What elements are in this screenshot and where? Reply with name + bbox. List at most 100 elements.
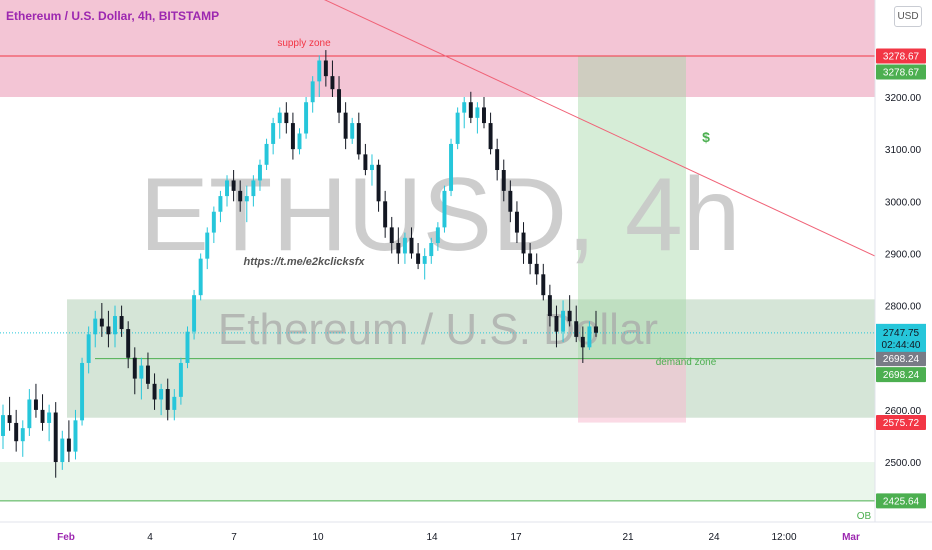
candle xyxy=(547,284,552,327)
price-tag: 2425.64 xyxy=(876,493,926,509)
price-tag-text: 2575.72 xyxy=(883,418,920,429)
candle-body xyxy=(409,237,414,254)
candle-body xyxy=(40,409,45,423)
x-tick-label: 14 xyxy=(426,532,438,543)
candle xyxy=(264,138,269,171)
candle xyxy=(231,170,236,202)
candle xyxy=(53,402,58,478)
candle xyxy=(277,107,282,139)
y-tick-label: 2600.00 xyxy=(885,406,922,417)
candle xyxy=(185,326,190,369)
candles-layer xyxy=(1,50,598,478)
candle xyxy=(534,253,539,285)
candle-body xyxy=(86,334,91,363)
current-price-bg xyxy=(876,323,926,352)
price-tag-text: 2698.24 xyxy=(883,370,920,381)
candle xyxy=(40,394,45,431)
candle-body xyxy=(580,336,585,348)
candle-body xyxy=(429,243,434,257)
candle-body xyxy=(528,253,533,264)
candle xyxy=(244,185,249,223)
candle-body xyxy=(244,196,249,202)
candle xyxy=(238,180,243,212)
candle-body xyxy=(323,60,328,77)
candle xyxy=(113,305,117,348)
candle-body xyxy=(178,362,183,397)
candle-body xyxy=(594,326,598,333)
candle-body xyxy=(330,76,335,90)
watermark-symbol: ETHUSD, 4h xyxy=(139,157,740,273)
candle xyxy=(429,237,434,264)
candle xyxy=(402,232,407,264)
y-tick-label: 3200.00 xyxy=(885,93,922,104)
candle-body xyxy=(93,318,98,335)
candle xyxy=(132,347,137,395)
candle xyxy=(580,326,585,363)
candle xyxy=(521,222,526,264)
candle xyxy=(119,305,124,337)
candle xyxy=(86,326,91,374)
candle xyxy=(455,107,460,150)
candle-body xyxy=(7,415,12,423)
candle-body xyxy=(356,123,361,155)
candle xyxy=(370,154,374,186)
candle xyxy=(449,138,454,197)
x-tick-label: 17 xyxy=(510,532,522,543)
current-price-text: 2747.75 xyxy=(883,328,920,339)
x-tick-label: 24 xyxy=(708,532,720,543)
x-tick-label: 12:00 xyxy=(771,532,796,543)
watermark-link[interactable]: https://t.me/e2kclicksfx xyxy=(243,256,365,268)
price-tag-bg xyxy=(876,415,926,431)
candle xyxy=(218,190,223,223)
candle xyxy=(126,321,131,369)
dollar-sign-icon: $ xyxy=(702,129,710,145)
candle-body xyxy=(488,123,493,150)
price-tag-text: 2698.24 xyxy=(883,354,920,365)
candle xyxy=(409,227,414,259)
price-tag-bg xyxy=(876,351,926,367)
candle-body xyxy=(574,321,579,337)
candle xyxy=(159,383,164,416)
candle xyxy=(211,206,216,244)
candle-body xyxy=(567,310,572,322)
candle-body xyxy=(402,237,407,254)
price-tag-bg xyxy=(876,367,926,383)
candle xyxy=(561,300,566,343)
chart-title: Ethereum / U.S. Dollar, 4h, BITSTAMP xyxy=(6,9,220,23)
x-tick-label: Feb xyxy=(57,532,75,543)
candle xyxy=(225,175,229,207)
candle xyxy=(383,190,388,238)
candle-body xyxy=(554,316,559,332)
candle-body xyxy=(53,412,58,463)
candle-body xyxy=(192,295,197,332)
price-tag-bg xyxy=(876,493,926,509)
candle-body xyxy=(501,170,506,191)
candle xyxy=(99,302,104,337)
candle xyxy=(330,60,335,97)
y-tick-label: 3100.00 xyxy=(885,145,922,156)
candle xyxy=(165,378,170,421)
candle-body xyxy=(396,243,401,254)
lines-layer xyxy=(0,0,876,502)
candle xyxy=(290,112,295,160)
trendline[interactable] xyxy=(220,0,876,257)
candle xyxy=(152,373,157,410)
price-tag-bg xyxy=(876,64,926,80)
candle-body xyxy=(442,190,447,228)
candle xyxy=(554,305,559,348)
candle xyxy=(257,159,262,191)
candle-body xyxy=(416,253,421,264)
candle xyxy=(482,97,486,129)
currency-button[interactable]: USD xyxy=(894,6,922,27)
candle xyxy=(468,91,473,124)
ob-zone xyxy=(0,462,875,501)
candle xyxy=(304,97,309,139)
candle-body xyxy=(317,60,322,82)
candle-body xyxy=(238,190,243,202)
candle xyxy=(528,243,533,275)
candle-body xyxy=(231,180,236,191)
candle xyxy=(33,383,38,418)
candle xyxy=(343,102,348,150)
candle-body xyxy=(145,365,150,384)
candle-body xyxy=(514,211,519,233)
